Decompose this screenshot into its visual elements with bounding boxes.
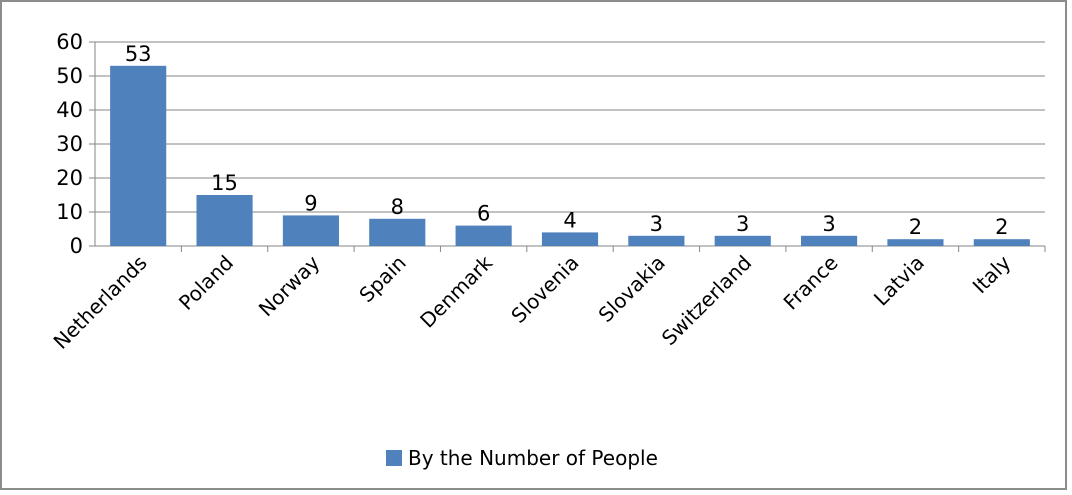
y-tick-label: 40: [56, 98, 83, 122]
data-label: 15: [211, 171, 238, 195]
data-label: 9: [304, 191, 317, 215]
x-tick-label: Slovakia: [594, 251, 670, 327]
data-labels: 53 15 9 8 6 4 3 3 3 2 2: [125, 42, 1009, 239]
gridlines: [95, 41, 1045, 213]
x-tick-label: Latvia: [869, 251, 929, 311]
x-tick-label: France: [779, 251, 843, 315]
x-tick-label: Spain: [354, 251, 410, 307]
x-tick-label: Italy: [968, 250, 1016, 298]
y-tick-label: 50: [56, 64, 83, 88]
data-label: 6: [477, 202, 490, 226]
bar: [628, 235, 685, 246]
x-tick-label: Denmark: [415, 250, 497, 332]
y-tick-label: 20: [56, 166, 83, 190]
legend-label: By the Number of People: [408, 446, 658, 470]
bar: [541, 232, 599, 246]
bar: [887, 239, 944, 246]
bar: [282, 215, 339, 246]
data-label: 3: [822, 212, 835, 236]
data-label: 4: [563, 208, 576, 232]
y-tick-label: 60: [56, 30, 83, 54]
bar: [801, 235, 858, 246]
bar: [455, 225, 512, 246]
data-label: 53: [125, 42, 152, 66]
data-label: 3: [650, 212, 663, 236]
data-label: 2: [995, 215, 1008, 239]
legend-swatch: [386, 450, 402, 466]
x-tick-label: Switzerland: [657, 251, 756, 350]
x-tick-label: Poland: [174, 251, 238, 315]
x-tick-label: Slovenia: [506, 251, 583, 328]
x-tick-label: Netherlands: [49, 251, 152, 354]
data-label: 3: [736, 212, 749, 236]
x-tick-labels: Netherlands Poland Norway Spain Denmark Slove…: [49, 250, 1016, 353]
bar: [110, 65, 167, 246]
data-label: 2: [909, 215, 922, 239]
y-tick-label: 0: [70, 234, 83, 258]
y-tick-label: 30: [56, 132, 83, 156]
bar: [973, 239, 1030, 246]
bars: [110, 65, 1030, 246]
x-tick-label: Norway: [254, 250, 325, 321]
y-tick-label: 10: [56, 200, 83, 224]
y-tick-labels: 0 10 20 30 40 50 60: [56, 30, 83, 258]
legend: By the Number of People: [386, 446, 658, 470]
bar: [714, 235, 771, 246]
data-label: 8: [391, 195, 404, 219]
bar: [369, 218, 426, 246]
bar: [196, 195, 253, 246]
